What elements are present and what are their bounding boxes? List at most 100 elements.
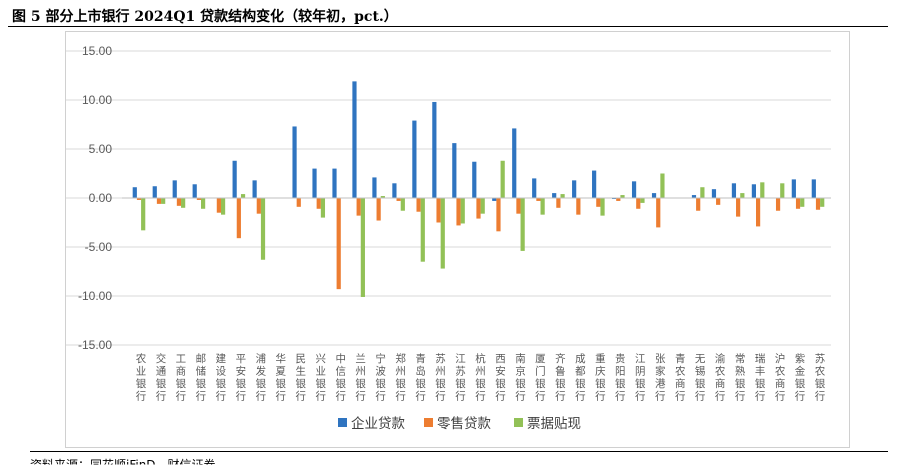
bar [600, 198, 605, 216]
legend-swatch [338, 418, 347, 427]
bar [731, 183, 737, 198]
bar [656, 198, 661, 228]
bar [196, 198, 201, 200]
legend-label: 零售贷款 [437, 416, 491, 432]
bar [141, 198, 146, 231]
bar [775, 198, 781, 211]
bar [791, 179, 796, 198]
bar [192, 184, 197, 198]
x-tick-label: 齐鲁银行 [555, 352, 566, 403]
bar [152, 186, 157, 198]
bar [396, 198, 401, 201]
bar [651, 193, 657, 198]
x-tick-label: 江阴银行 [635, 353, 646, 403]
bar [756, 198, 761, 227]
x-tick-label: 苏州银行 [435, 352, 446, 403]
bar [460, 198, 465, 224]
bar [312, 168, 317, 198]
bar [412, 120, 417, 198]
bar [440, 198, 445, 269]
bar [320, 198, 326, 218]
x-tick-label: 苏农银行 [815, 352, 826, 403]
bar [256, 198, 261, 214]
x-tick-label: 厦门银行 [535, 353, 546, 403]
x-tick-label: 成都银行 [575, 353, 586, 403]
bar [176, 198, 182, 206]
bar [795, 198, 801, 209]
figure-title: 图 5 部分上市银行 2024Q1 贷款结构变化（较年初，pct.） [12, 9, 398, 25]
bar [815, 198, 821, 210]
y-tick-label: -10.00 [78, 289, 112, 303]
bar [356, 198, 361, 216]
x-tick-label: 郑州银行 [395, 352, 406, 403]
bar [780, 183, 785, 198]
bar [416, 198, 421, 212]
x-tick-label: 贵阳银行 [615, 352, 626, 403]
legend-label: 票据贴现 [527, 416, 581, 432]
bar [811, 179, 816, 198]
bar [156, 198, 162, 204]
x-tick-label: 工商银行 [176, 353, 187, 403]
x-tick-label: 杭州银行 [475, 352, 486, 403]
bar [161, 198, 166, 204]
bar [636, 198, 641, 209]
x-tick-label: 民生银行 [296, 353, 307, 403]
x-tick-label: 无锡银行 [695, 353, 706, 403]
bar [472, 161, 477, 198]
bar [136, 198, 142, 200]
bar [316, 198, 321, 209]
bar [216, 198, 221, 213]
bar [260, 198, 266, 260]
bar [576, 198, 581, 215]
bar [512, 128, 517, 198]
x-tick-label: 农业银行 [136, 352, 147, 403]
bar [556, 198, 561, 208]
bar [476, 198, 481, 219]
x-tick-label: 宁波银行 [375, 352, 386, 403]
bar [220, 198, 226, 215]
bar [596, 198, 601, 207]
bar [516, 198, 521, 214]
bar [560, 194, 565, 198]
x-tick-label: 张家港行 [655, 353, 666, 403]
y-tick-label: 15.00 [82, 44, 112, 58]
bar [292, 126, 297, 198]
y-tick-label: 5.00 [89, 142, 113, 156]
bar [616, 198, 621, 201]
bar [400, 198, 405, 211]
x-tick-label: 重庆银行 [595, 352, 606, 403]
bar [296, 198, 301, 207]
legend-swatch [514, 418, 523, 427]
bar [740, 193, 745, 198]
x-tick-label: 兴业银行 [315, 353, 326, 403]
bar-chart: 15.00 10.00 5.00 0.00 -5.00 -10.00 -15.00 农业银行交… [66, 44, 831, 432]
bar [172, 180, 177, 198]
legend-label: 企业贷款 [351, 415, 405, 432]
bar [181, 198, 186, 208]
bar [751, 184, 756, 198]
bar [500, 160, 505, 198]
bar [360, 198, 365, 297]
bar [132, 187, 137, 198]
bar [496, 198, 501, 232]
bar [572, 180, 577, 198]
bar [691, 195, 697, 198]
bar [592, 170, 597, 198]
bar [420, 198, 425, 262]
bar [640, 198, 645, 203]
source-note: 资料来源：同花顺iFinD，财信证券 [30, 458, 216, 472]
x-tick-label: 西安银行 [495, 353, 506, 403]
bar [540, 198, 545, 215]
bar [252, 180, 257, 198]
bar [536, 198, 541, 201]
bar [552, 193, 557, 198]
bar [352, 81, 357, 198]
bar [800, 198, 805, 207]
x-tick-label: 中信银行 [335, 352, 346, 403]
x-tick-label: 江苏银行 [455, 353, 466, 403]
bar [240, 194, 246, 198]
x-tick-label: 常熟银行 [735, 352, 746, 403]
x-tick-label: 浦发银行 [256, 352, 267, 403]
bar [760, 182, 765, 198]
chart-area: 15.00 10.00 5.00 0.00 -5.00 -10.00 -15.00 农业银行交… [65, 31, 850, 448]
